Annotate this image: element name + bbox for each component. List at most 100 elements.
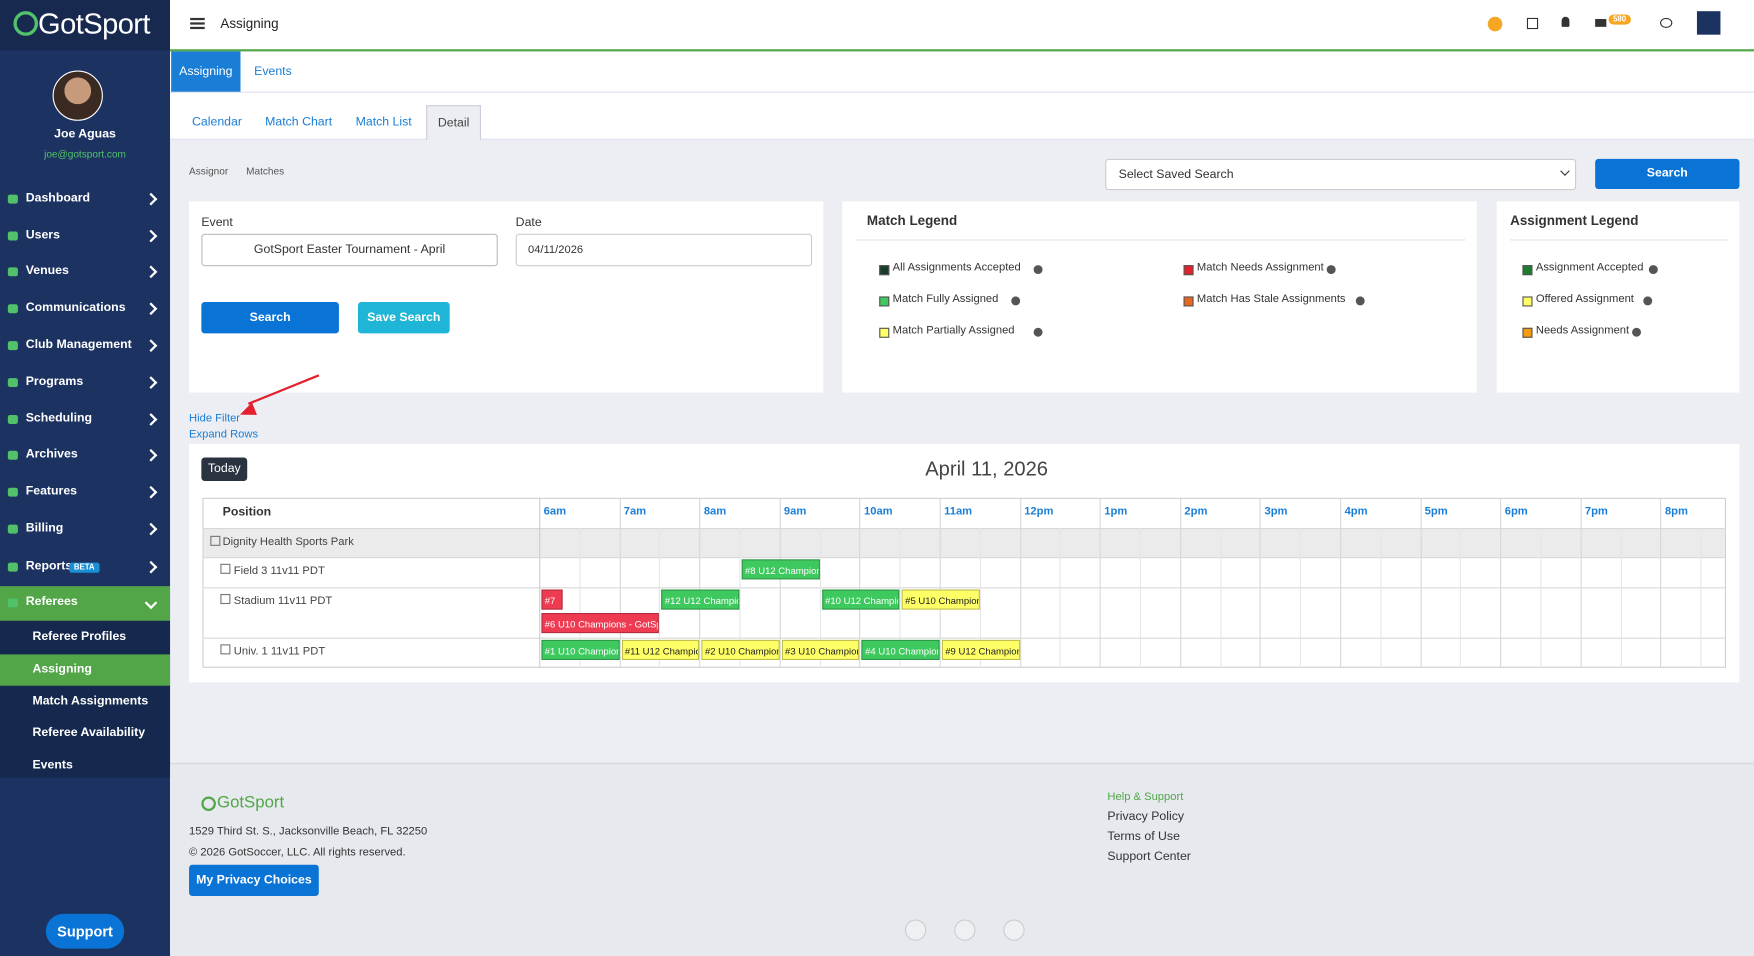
nav-item[interactable]: Programs	[25, 374, 84, 389]
match-block[interactable]: #12 U12 Champions	[661, 589, 740, 610]
col-line	[539, 497, 541, 668]
nav-item[interactable]: Club Management	[25, 337, 132, 352]
subnav-item[interactable]: Assigning	[32, 662, 92, 676]
breadcrumb-item: Matches	[246, 165, 285, 177]
info-icon	[1034, 327, 1043, 337]
nav-item[interactable]: Communications	[25, 300, 126, 315]
footer-brand: GotSport	[217, 793, 285, 813]
grid-frame	[202, 497, 1727, 668]
nav-active-bg	[0, 586, 171, 621]
address: 1529 Third St. S., Jacksonville Beach, F…	[189, 825, 428, 838]
col-line	[819, 527, 821, 668]
saved-search-select[interactable]: Select Saved Search	[1105, 158, 1577, 191]
venue-row-bg	[203, 527, 1725, 558]
top-tab[interactable]: Events	[254, 64, 292, 79]
social-icon[interactable]	[954, 919, 976, 941]
support-button[interactable]: Support	[45, 913, 125, 949]
col-line	[659, 527, 661, 668]
match-block[interactable]: #4 U10 Champions	[861, 639, 940, 660]
nav-icon	[7, 378, 18, 388]
match-block[interactable]: #2 U10 Champions	[701, 639, 780, 660]
expand-icon	[220, 563, 231, 574]
sub-tab[interactable]: Match List	[355, 115, 412, 129]
row-name: Field 3 11v11 PDT	[233, 564, 325, 578]
help-icon	[1487, 16, 1503, 32]
hour-label: 8am	[703, 505, 727, 518]
hour-label: 7am	[623, 505, 647, 518]
footer-link[interactable]: Terms of Use	[1107, 830, 1180, 844]
hour-label: 3pm	[1264, 505, 1288, 518]
nav-item[interactable]: Archives	[25, 447, 78, 461]
subnav-item[interactable]: Referee Availability	[32, 725, 146, 740]
subnav-item[interactable]: Referee Profiles	[32, 629, 127, 644]
sub-tab[interactable]: Calendar	[192, 115, 242, 129]
user-email[interactable]: joe@gotsport.com	[44, 148, 126, 160]
today-button[interactable]: Today	[201, 457, 248, 482]
social-icon[interactable]	[904, 919, 927, 941]
nav-item[interactable]: Reports	[25, 559, 73, 573]
footer-link[interactable]: Privacy Policy	[1107, 809, 1185, 824]
venue-name: Dignity Health Sports Park	[222, 535, 354, 549]
nav-icon	[7, 562, 18, 572]
match-block[interactable]: #5 U10 Champions	[901, 589, 980, 610]
expand-rows-link[interactable]: Expand Rows	[189, 428, 259, 441]
match-block[interactable]: #6 U10 Champions - GotSport	[541, 613, 660, 634]
nav-icon	[7, 487, 18, 497]
breadcrumb-item[interactable]: Assignor	[189, 165, 229, 177]
sub-tab[interactable]: Detail	[426, 105, 482, 140]
hour-label: 2pm	[1184, 505, 1208, 518]
mail-badge: 580	[1608, 14, 1631, 25]
top-tab[interactable]: Assigning	[171, 51, 241, 92]
col-line	[779, 497, 781, 668]
col-line	[1460, 527, 1462, 668]
user-icon	[1561, 16, 1570, 27]
info-icon	[1643, 296, 1652, 306]
col-line	[1059, 527, 1061, 668]
match-block[interactable]: #8 U12 Champions	[741, 559, 820, 580]
match-block[interactable]: #1 U10 Champions	[541, 639, 620, 660]
legend-swatch	[1183, 265, 1194, 276]
nav-item[interactable]: Billing	[25, 521, 64, 535]
subnav-item[interactable]: Events	[32, 758, 73, 772]
match-block[interactable]: #10 U12 Champions	[821, 589, 900, 610]
nav-item[interactable]: Referees	[25, 595, 78, 609]
nav-icon	[7, 524, 18, 534]
footer-link[interactable]: Support Center	[1107, 850, 1191, 864]
nav-item[interactable]: Features	[25, 484, 78, 498]
info-icon	[1631, 327, 1641, 337]
header-title: Assigning	[220, 15, 279, 32]
legend-swatch	[1522, 296, 1533, 307]
subnav-item[interactable]: Match Assignments	[32, 694, 149, 709]
expand-icon	[220, 644, 231, 655]
social-icon[interactable]	[1003, 919, 1025, 941]
header	[170, 0, 1754, 52]
match-block[interactable]: #11 U12 Champions	[621, 639, 700, 660]
save-search-button[interactable]: Save Search	[357, 302, 450, 334]
match-block[interactable]: #3 U10 Champions	[781, 639, 860, 660]
search-button[interactable]: Search	[1595, 158, 1740, 190]
col-line	[1580, 497, 1582, 668]
nav-icon	[7, 231, 18, 241]
nav-item[interactable]: Dashboard	[25, 191, 91, 205]
legend-title: Assignment Legend	[1510, 212, 1639, 229]
row-line	[202, 557, 1727, 559]
match-block[interactable]: #9 U12 Champions	[941, 639, 1020, 660]
hour-label: 1pm	[1104, 505, 1128, 518]
position-header: Position	[222, 505, 272, 520]
info-icon	[1648, 265, 1658, 275]
nav-item[interactable]: Venues	[25, 263, 69, 278]
hide-filter-link[interactable]: Hide Filter	[189, 412, 241, 426]
nav-item[interactable]: Scheduling	[25, 411, 93, 426]
col-line	[1019, 497, 1021, 668]
event-select[interactable]: GotSport Easter Tournament - April	[201, 233, 498, 267]
legend-divider	[1510, 239, 1729, 241]
legend-label: Match Fully Assigned	[892, 293, 999, 306]
filter-search-button[interactable]: Search	[201, 302, 339, 334]
footer-link[interactable]: Help & Support	[1107, 790, 1184, 804]
nav-item[interactable]: Users	[25, 228, 60, 242]
sub-tab[interactable]: Match Chart	[265, 115, 333, 129]
privacy-button[interactable]: My Privacy Choices	[189, 864, 319, 897]
nav-icon	[7, 450, 18, 460]
date-input[interactable]: 04/11/2026	[515, 233, 813, 267]
match-block[interactable]: #7	[541, 589, 564, 610]
